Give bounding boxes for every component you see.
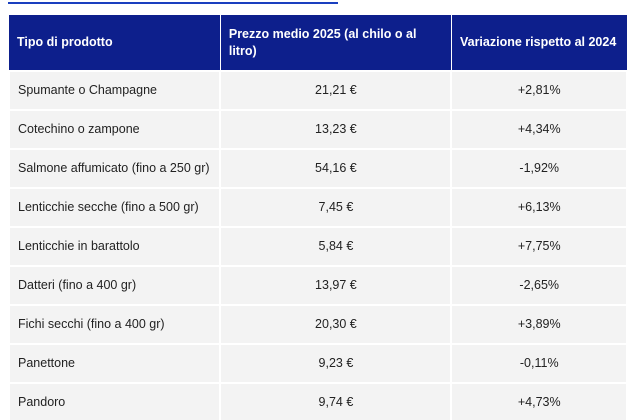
product-cell: Pandoro [7, 382, 222, 420]
product-cell: Salmone affumicato (fino a 250 gr) [7, 148, 222, 189]
price-table: Tipo di prodotto Prezzo medio 2025 (al ch… [7, 15, 628, 420]
price-cell: 54,16 € [219, 148, 453, 189]
price-cell: 5,84 € [219, 226, 453, 267]
header-cell: Tipo di prodotto [9, 15, 221, 71]
product-cell: Lenticchie secche (fino a 500 gr) [7, 187, 222, 228]
change-cell: -1,92% [450, 148, 628, 189]
product-cell: Spumante o Champagne [7, 70, 222, 111]
product-cell: Lenticchie in barattolo [7, 226, 222, 267]
price-cell: 9,74 € [219, 382, 453, 420]
table-body: Spumante o Champagne 21,21 € +2,81% Cotechi… [7, 70, 628, 420]
table-row: Pandoro 9,74 € +4,73% [7, 382, 628, 420]
table-row: Fichi secchi (fino a 400 gr) 20,30 € +3,89… [7, 304, 628, 345]
header-cell: Variazione rispetto al 2024 [451, 15, 628, 71]
table-row: Spumante o Champagne 21,21 € +2,81% [7, 70, 628, 111]
product-cell: Panettone [7, 343, 222, 384]
table-row: Lenticchie in barattolo 5,84 € +7,75% [7, 226, 628, 267]
table-row: Panettone 9,23 € -0,11% [7, 343, 628, 384]
table-row: Lenticchie secche (fino a 500 gr) 7,45 € +… [7, 187, 628, 228]
price-cell: 21,21 € [219, 70, 453, 111]
change-cell: +4,73% [450, 382, 628, 420]
price-cell: 13,97 € [219, 265, 453, 306]
price-cell: 9,23 € [219, 343, 453, 384]
table-row: Datteri (fino a 400 gr) 13,97 € -2,65% [7, 265, 628, 306]
price-cell: 20,30 € [219, 304, 453, 345]
product-cell: Cotechino o zampone [7, 109, 222, 150]
change-cell: +2,81% [450, 70, 628, 111]
product-cell: Fichi secchi (fino a 400 gr) [7, 304, 222, 345]
price-cell: 13,23 € [219, 109, 453, 150]
change-cell: +4,34% [450, 109, 628, 150]
product-cell: Datteri (fino a 400 gr) [7, 265, 222, 306]
change-cell: +3,89% [450, 304, 628, 345]
price-cell: 7,45 € [219, 187, 453, 228]
change-cell: +6,13% [450, 187, 628, 228]
header-row: Tipo di prodotto Prezzo medio 2025 (al ch… [9, 15, 628, 71]
table-row: Salmone affumicato (fino a 250 gr) 54,16 … [7, 148, 628, 189]
change-cell: -2,65% [450, 265, 628, 306]
change-cell: +7,75% [450, 226, 628, 267]
header-cell: Prezzo medio 2025 (al chilo o al litro) [220, 15, 452, 71]
change-cell: -0,11% [450, 343, 628, 384]
top-rule [8, 2, 338, 4]
table-row: Cotechino o zampone 13,23 € +4,34% [7, 109, 628, 150]
